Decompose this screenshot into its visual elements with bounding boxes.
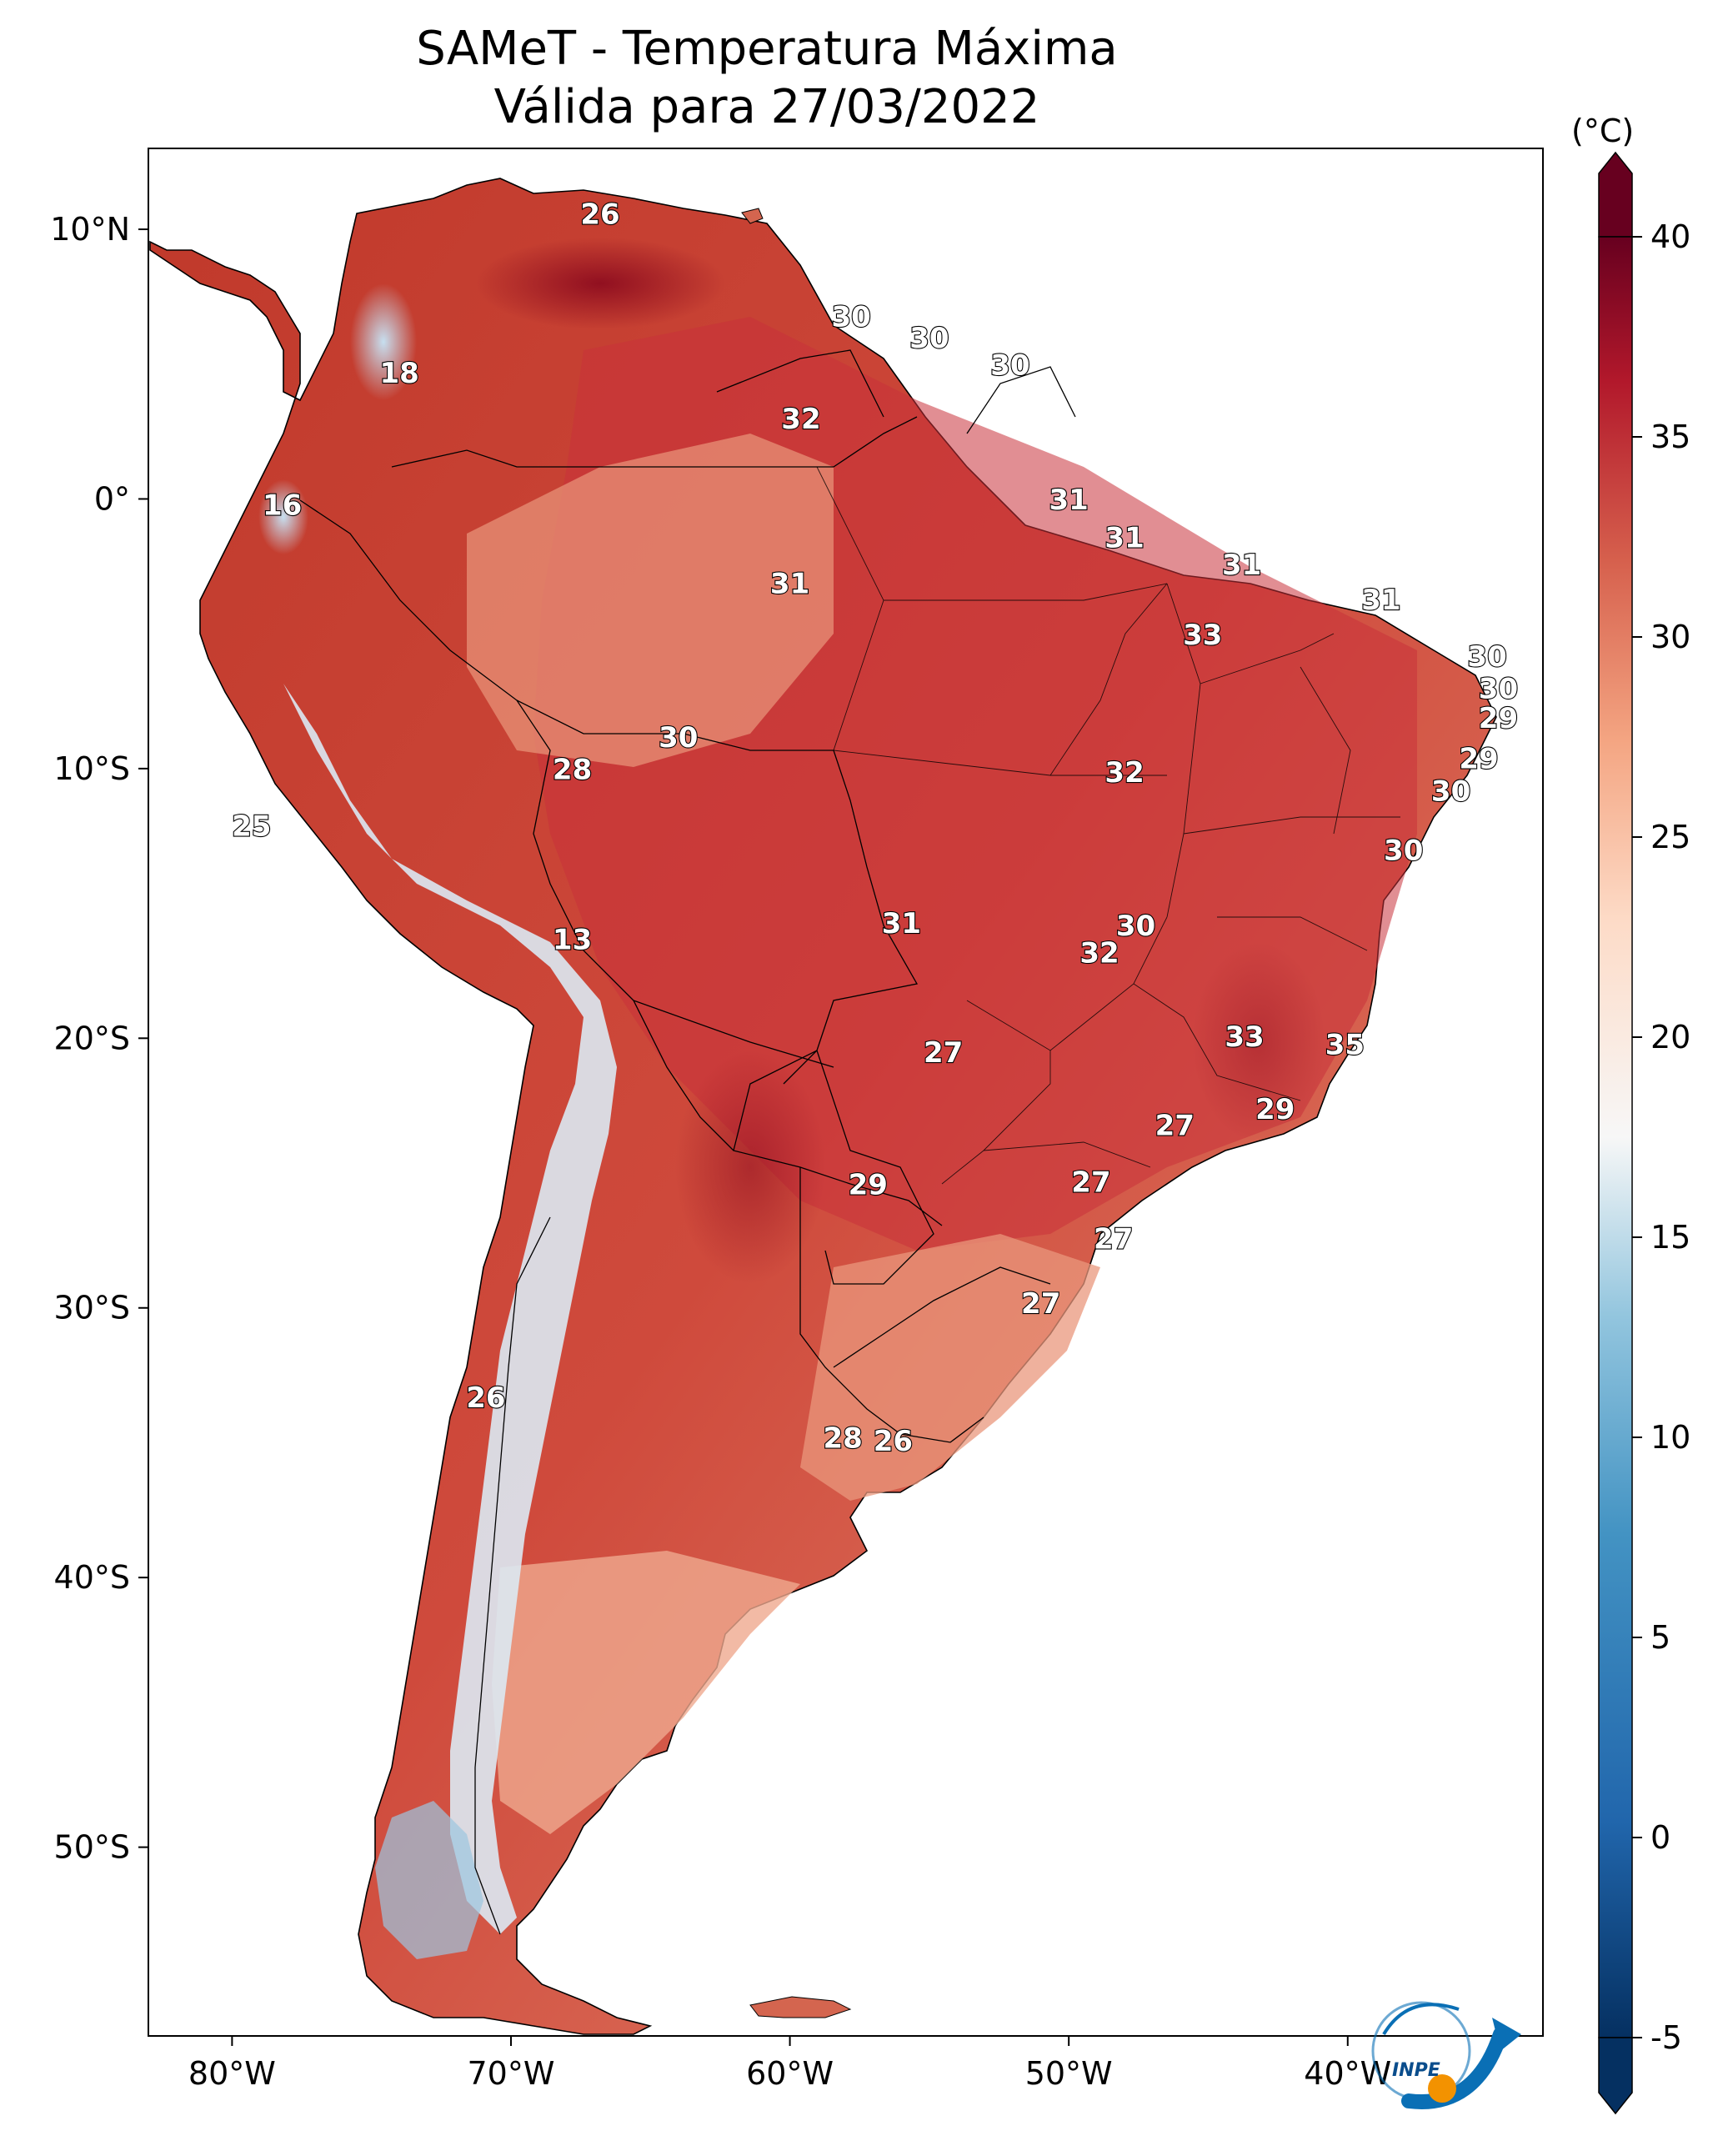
contour-label: 31 bbox=[1222, 549, 1261, 582]
contour-label: 27 bbox=[1071, 1166, 1110, 1199]
contour-label: 30 bbox=[990, 348, 1029, 382]
contour-label: 13 bbox=[553, 923, 592, 956]
colorbar-body bbox=[1598, 236, 1633, 2038]
y-tick-label: 20°S bbox=[54, 1020, 130, 1056]
moderate-region-west bbox=[467, 434, 834, 767]
colorbar-min-extension bbox=[1598, 2037, 1633, 2115]
contour-label: 27 bbox=[1155, 1110, 1195, 1143]
contour-label: 27 bbox=[924, 1036, 963, 1070]
colombia-andes-cool bbox=[350, 283, 417, 400]
andes-cool-region bbox=[283, 684, 617, 1934]
x-axis: 80°W 70°W 60°W 50°W 40°W bbox=[188, 2036, 1391, 2092]
moderate-region-south bbox=[800, 1234, 1100, 1501]
x-tick-label: 80°W bbox=[188, 2055, 276, 2092]
y-tick-label: 40°S bbox=[54, 1559, 130, 1596]
state-borders bbox=[816, 466, 1400, 1185]
colorbar-tick-label: 20 bbox=[1650, 1019, 1690, 1055]
falkland-islands bbox=[749, 1996, 852, 2018]
colorbar-tick-label: 0 bbox=[1650, 1819, 1670, 1856]
contour-label: 32 bbox=[1079, 937, 1119, 970]
colorbar-tick-label: 30 bbox=[1650, 619, 1690, 655]
patagonia-cold-region bbox=[375, 1801, 483, 1959]
contour-label: 30 bbox=[1479, 673, 1518, 706]
contour-label: 25 bbox=[232, 810, 271, 844]
contour-label: 33 bbox=[1183, 619, 1222, 652]
hotspot-chaco bbox=[675, 1050, 825, 1284]
contour-label: 30 bbox=[1467, 640, 1506, 674]
colorbar-tick-label: 15 bbox=[1650, 1219, 1690, 1256]
logo-orange-dot bbox=[1428, 2074, 1456, 2103]
contour-label: 26 bbox=[580, 198, 619, 231]
x-tick-label: 60°W bbox=[746, 2055, 834, 2092]
contour-label: 33 bbox=[1225, 1020, 1264, 1054]
contour-label: 32 bbox=[781, 403, 820, 436]
contour-label: 31 bbox=[882, 907, 921, 940]
colorbar-tick-label: 5 bbox=[1650, 1619, 1670, 1656]
contour-label: 30 bbox=[909, 322, 949, 355]
colorbar-max-extension bbox=[1598, 151, 1633, 238]
contour-label: 28 bbox=[553, 754, 592, 787]
y-tick-label: 0° bbox=[94, 480, 130, 517]
ecuador-andes-cool bbox=[258, 479, 308, 554]
contour-label: 28 bbox=[823, 1422, 862, 1456]
contour-label: 30 bbox=[1116, 910, 1155, 943]
contour-label: 31 bbox=[770, 567, 809, 600]
inpe-logo: INPE bbox=[1371, 2001, 1521, 2109]
land-layer bbox=[149, 178, 1497, 2035]
contour-label: 31 bbox=[1104, 521, 1144, 554]
contour-label: 26 bbox=[466, 1381, 505, 1415]
logo-text: INPE bbox=[1392, 2060, 1440, 2081]
contour-label: 27 bbox=[1094, 1222, 1133, 1256]
y-tick-label: 10°S bbox=[54, 750, 130, 787]
x-tick-label: 70°W bbox=[468, 2055, 555, 2092]
colorbar-tick-label: 35 bbox=[1650, 419, 1690, 455]
contour-label: 30 bbox=[1431, 775, 1470, 808]
colorbar: 40 35 30 25 20 15 10 5 0 -5 (°C) bbox=[1571, 113, 1690, 2115]
contour-label: 16 bbox=[263, 489, 302, 523]
contour-labels: 2618163030303231313131333030292930303130… bbox=[231, 197, 1519, 1459]
caribbean-island bbox=[741, 208, 764, 224]
colorbar-tick-label: -5 bbox=[1650, 2019, 1682, 2056]
colorbar-tick-label: 10 bbox=[1650, 1419, 1690, 1456]
colorbar-tick-label: 40 bbox=[1650, 218, 1690, 255]
x-tick-label: 50°W bbox=[1025, 2055, 1113, 2092]
contour-label: 27 bbox=[1021, 1287, 1060, 1321]
contour-label: 29 bbox=[1459, 743, 1498, 776]
x-tick-label: 40°W bbox=[1304, 2055, 1391, 2092]
country-borders bbox=[299, 349, 1076, 1935]
colorbar-unit: (°C) bbox=[1571, 113, 1634, 149]
contour-label: 32 bbox=[1104, 756, 1144, 790]
y-tick-label: 50°S bbox=[54, 1829, 130, 1866]
map-title: SAMeT - Temperatura Máxima bbox=[416, 22, 1118, 76]
hotspot-southeast bbox=[1192, 942, 1325, 1142]
contour-label: 31 bbox=[1361, 584, 1400, 617]
map-subtitle: Válida para 27/03/2022 bbox=[493, 80, 1040, 134]
contour-label: 18 bbox=[379, 357, 418, 390]
y-tick-label: 10°N bbox=[50, 211, 130, 248]
contour-label: 29 bbox=[1479, 702, 1518, 735]
contour-label: 30 bbox=[832, 300, 871, 333]
contour-label: 29 bbox=[849, 1169, 888, 1202]
logo-arrow-icon bbox=[1492, 2018, 1521, 2051]
contour-label: 30 bbox=[659, 721, 698, 755]
contour-label: 31 bbox=[1049, 484, 1089, 517]
y-tick-label: 30°S bbox=[54, 1290, 130, 1326]
colorbar-tick-label: 25 bbox=[1650, 819, 1690, 855]
contour-label: 35 bbox=[1325, 1029, 1365, 1062]
hotspot-venezuela bbox=[475, 238, 725, 329]
y-axis: 10°N 0° 10°S 20°S 30°S 40°S 50°S bbox=[50, 211, 148, 1866]
contour-label: 29 bbox=[1255, 1093, 1295, 1126]
contour-label: 26 bbox=[874, 1425, 913, 1458]
colorbar-ticks: 40 35 30 25 20 15 10 5 0 -5 bbox=[1632, 218, 1690, 2056]
patagonia-warm bbox=[492, 1551, 800, 1834]
contour-label: 30 bbox=[1384, 835, 1423, 868]
